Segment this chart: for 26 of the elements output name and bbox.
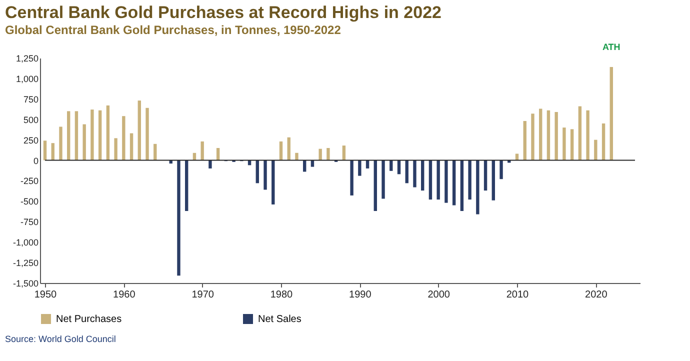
- y-tick-label: 1,250: [16, 54, 38, 64]
- y-tick-label: -750: [20, 217, 38, 228]
- x-tick-label: 1960: [113, 290, 136, 300]
- legend-label: Net Purchases: [56, 314, 122, 325]
- x-tick-label: 2010: [506, 290, 530, 300]
- y-tick-label: 250: [23, 135, 38, 146]
- x-tick-label: 2020: [585, 290, 608, 300]
- x-tick-label: 1950: [34, 290, 58, 300]
- y-tick-label: -1,250: [12, 258, 38, 268]
- y-tick-label: -1,500: [12, 278, 38, 288]
- source-note: Source: World Gold Council: [5, 334, 116, 344]
- y-tick-label: -1,000: [12, 238, 38, 248]
- y-tick-label: 750: [23, 94, 38, 104]
- chart-subtitle: Global Central Bank Gold Purchases, in Tonnes, 1950-2022: [5, 23, 342, 37]
- y-tick-label: 0: [33, 156, 38, 166]
- y-tick-label: -250: [20, 176, 38, 186]
- chart-title: Central Bank Gold Purchases at Record Highs in 2022: [5, 3, 442, 22]
- x-tick-label: 1980: [270, 290, 294, 300]
- legend-label: Net Sales: [258, 314, 302, 325]
- y-tick-label: 500: [23, 114, 38, 125]
- x-tick-label: 1970: [192, 290, 214, 300]
- x-tick-label: 1990: [349, 290, 372, 300]
- annotation: ATH: [602, 42, 620, 52]
- y-tick-label: 1,000: [16, 74, 38, 84]
- x-tick-label: 2000: [428, 290, 450, 300]
- y-tick-label: -500: [20, 196, 38, 207]
